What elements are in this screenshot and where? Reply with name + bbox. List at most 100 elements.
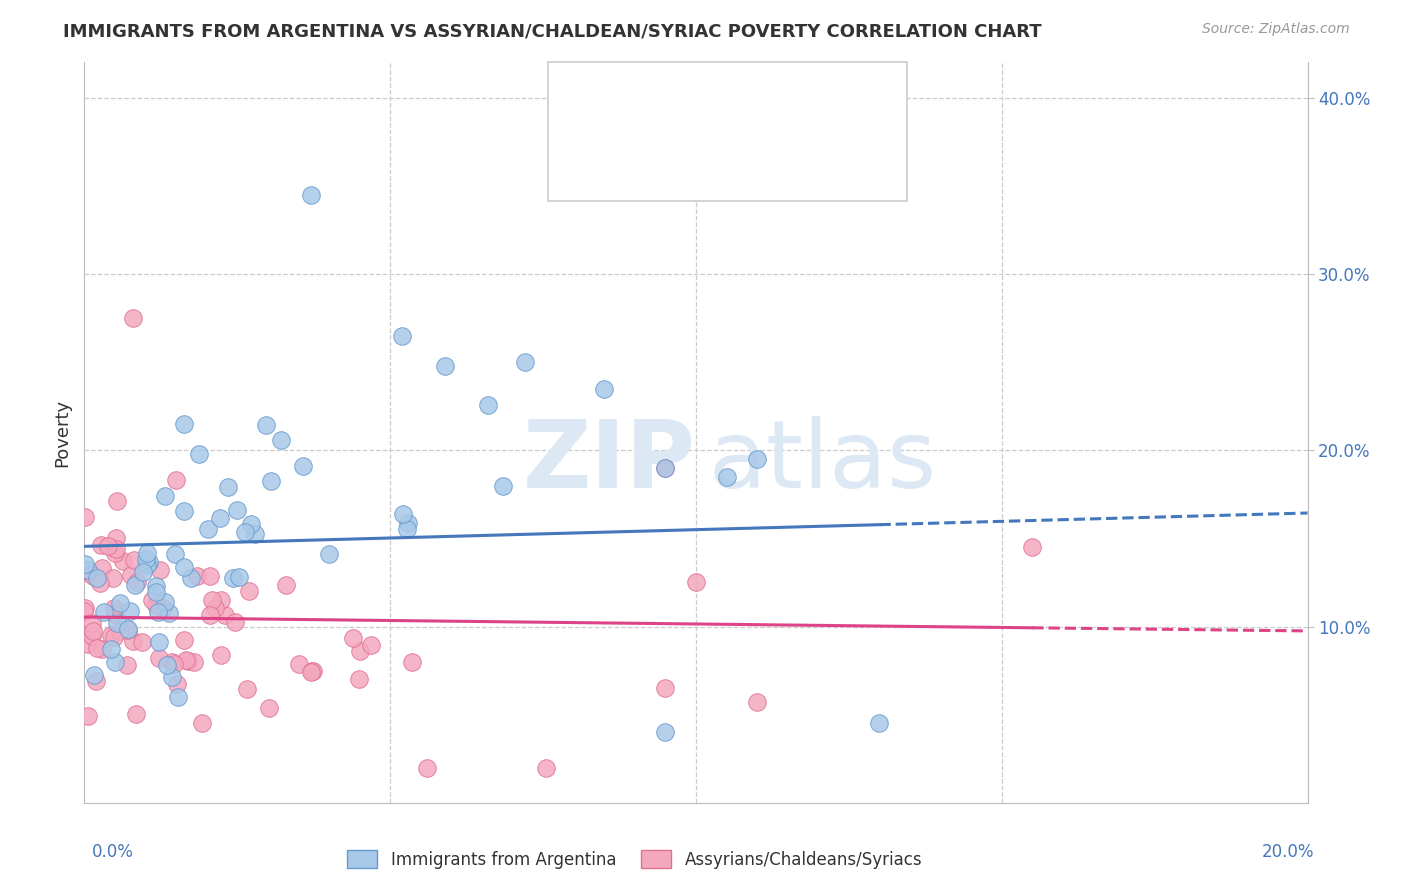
Point (112, 554, 135, 568)
Point (233, 524, 256, 539)
Point (120, 604, 142, 618)
Point (77, 709, 100, 723)
Point (173, 632, 195, 647)
Point (105, 616, 128, 631)
Point (433, 359, 456, 373)
Point (198, 607, 221, 622)
Point (214, 607, 236, 622)
Point (103, 630, 125, 644)
Point (84, 674, 107, 689)
Point (228, 570, 250, 584)
Point (93, 606, 115, 620)
Point (260, 475, 283, 489)
Point (257, 700, 280, 714)
Point (155, 595, 177, 609)
Point (165, 547, 187, 561)
Point (148, 605, 170, 619)
Point (342, 632, 364, 646)
Point (77, 637, 100, 651)
Point (101, 571, 124, 585)
Point (155, 489, 177, 503)
Point (90, 560, 112, 574)
Text: Source: ZipAtlas.com: Source: ZipAtlas.com (1202, 22, 1350, 37)
Point (392, 507, 415, 521)
Point (105, 541, 128, 556)
Point (136, 558, 159, 572)
Point (173, 417, 195, 432)
Point (124, 552, 146, 566)
Point (186, 569, 208, 583)
Point (82, 616, 104, 631)
Point (108, 624, 131, 639)
Point (654, 725, 676, 739)
Point (536, 760, 558, 774)
Point (176, 653, 198, 667)
Text: ZIP: ZIP (523, 417, 696, 508)
Point (224, 615, 246, 629)
Point (1021, 540, 1043, 554)
Point (82, 569, 104, 583)
Point (103, 600, 125, 615)
Point (135, 546, 157, 560)
Point (299, 187, 322, 202)
Point (218, 479, 240, 493)
Point (869, 716, 891, 731)
Point (122, 311, 145, 326)
Point (160, 655, 183, 669)
Point (204, 600, 226, 615)
Point (349, 672, 371, 686)
Point (396, 522, 419, 536)
Point (747, 695, 769, 709)
Point (492, 478, 515, 492)
Point (148, 635, 170, 649)
Point (80, 629, 103, 643)
Point (89, 575, 111, 590)
Point (208, 511, 231, 525)
Point (157, 607, 180, 621)
Point (125, 575, 148, 590)
Point (148, 650, 170, 665)
Point (125, 707, 148, 722)
Point (222, 571, 245, 585)
Text: R =  0.051  N = 62: R = 0.051 N = 62 (612, 91, 782, 109)
Point (73, 557, 96, 571)
Point (165, 473, 187, 487)
Point (236, 682, 259, 697)
Point (122, 633, 145, 648)
Point (245, 527, 267, 541)
Point (166, 677, 188, 691)
Point (166, 690, 188, 705)
Point (302, 664, 325, 678)
Text: IMMIGRANTS FROM ARGENTINA VS ASSYRIAN/CHALDEAN/SYRIAC POVERTY CORRELATION CHART: IMMIGRANTS FROM ARGENTINA VS ASSYRIAN/CH… (63, 22, 1042, 40)
Point (180, 571, 202, 585)
Point (654, 461, 676, 475)
Point (198, 569, 221, 583)
Point (156, 658, 179, 673)
Point (97, 539, 120, 553)
Point (513, 355, 536, 369)
Point (318, 547, 340, 561)
Point (124, 578, 146, 592)
Point (75, 510, 97, 524)
Point (135, 551, 157, 566)
Point (177, 654, 200, 668)
Text: atlas: atlas (709, 417, 936, 508)
Point (104, 546, 127, 560)
Point (83, 667, 105, 681)
Point (716, 469, 738, 483)
Point (239, 516, 262, 531)
Point (211, 593, 233, 607)
Text: 20.0%: 20.0% (1263, 843, 1315, 861)
Point (163, 657, 186, 671)
Point (209, 648, 232, 662)
Point (360, 638, 382, 652)
Point (270, 433, 292, 447)
Point (100, 642, 122, 657)
Y-axis label: Poverty: Poverty (53, 399, 72, 467)
Point (105, 494, 128, 508)
Point (299, 665, 322, 680)
Point (117, 624, 139, 638)
Point (401, 655, 423, 669)
Point (747, 452, 769, 467)
Point (685, 575, 707, 590)
